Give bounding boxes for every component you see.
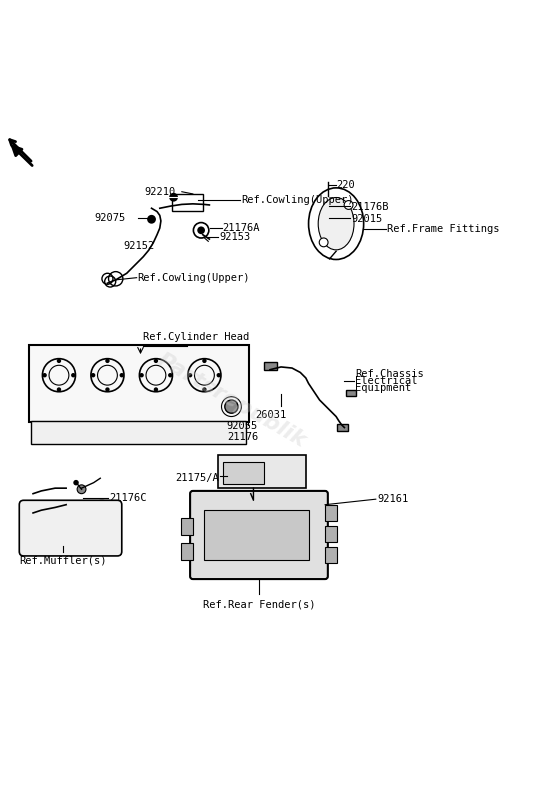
Text: Equipment: Equipment xyxy=(355,383,412,393)
FancyBboxPatch shape xyxy=(325,526,337,542)
Circle shape xyxy=(225,400,238,414)
Circle shape xyxy=(154,387,158,392)
Ellipse shape xyxy=(309,188,364,259)
Circle shape xyxy=(57,387,61,392)
Text: 21176C: 21176C xyxy=(109,493,147,503)
Circle shape xyxy=(319,238,328,246)
Circle shape xyxy=(168,373,172,378)
FancyBboxPatch shape xyxy=(325,506,337,521)
Circle shape xyxy=(57,358,61,363)
Circle shape xyxy=(105,358,110,363)
Circle shape xyxy=(120,373,124,378)
Text: 92153: 92153 xyxy=(219,232,251,242)
Text: 21176: 21176 xyxy=(227,432,258,442)
Circle shape xyxy=(71,373,75,378)
Circle shape xyxy=(105,387,110,392)
FancyBboxPatch shape xyxy=(223,462,264,484)
Text: 92152: 92152 xyxy=(123,241,154,250)
Circle shape xyxy=(217,373,221,378)
Text: Ref.Cylinder Head: Ref.Cylinder Head xyxy=(143,332,250,342)
Text: 92055: 92055 xyxy=(227,421,258,431)
Circle shape xyxy=(147,215,156,224)
FancyBboxPatch shape xyxy=(346,390,356,395)
Text: Ref.Cowling(Upper): Ref.Cowling(Upper) xyxy=(138,273,250,282)
FancyBboxPatch shape xyxy=(181,543,193,560)
Circle shape xyxy=(344,201,353,210)
FancyBboxPatch shape xyxy=(172,194,203,211)
Text: Electrical: Electrical xyxy=(355,376,418,386)
Text: 220: 220 xyxy=(336,180,355,190)
FancyBboxPatch shape xyxy=(325,547,337,562)
Text: 92015: 92015 xyxy=(352,214,383,224)
FancyBboxPatch shape xyxy=(337,424,348,431)
Circle shape xyxy=(188,373,192,378)
FancyBboxPatch shape xyxy=(29,345,249,422)
Circle shape xyxy=(154,358,158,363)
FancyBboxPatch shape xyxy=(218,455,306,488)
Circle shape xyxy=(197,226,205,234)
Circle shape xyxy=(202,358,207,363)
Text: Partsrepublik: Partsrepublik xyxy=(154,350,309,450)
FancyBboxPatch shape xyxy=(204,510,309,560)
Text: Ref.Frame Fittings: Ref.Frame Fittings xyxy=(387,224,499,234)
Circle shape xyxy=(73,480,79,486)
Ellipse shape xyxy=(89,506,115,539)
FancyBboxPatch shape xyxy=(190,491,328,579)
Text: 92161: 92161 xyxy=(377,494,409,504)
Text: 21176B: 21176B xyxy=(352,202,389,212)
Circle shape xyxy=(77,485,86,494)
FancyBboxPatch shape xyxy=(31,421,246,444)
Text: Ref.Muffler(s): Ref.Muffler(s) xyxy=(20,555,107,566)
Text: 92075: 92075 xyxy=(94,213,126,223)
Text: 92210: 92210 xyxy=(144,186,175,197)
Circle shape xyxy=(202,387,207,392)
Ellipse shape xyxy=(318,198,354,250)
FancyBboxPatch shape xyxy=(181,518,193,535)
Text: 26031: 26031 xyxy=(256,410,287,420)
Circle shape xyxy=(325,193,331,199)
Text: Ref.Chassis: Ref.Chassis xyxy=(355,369,424,378)
Text: 21176A: 21176A xyxy=(223,223,260,233)
Circle shape xyxy=(91,373,95,378)
FancyBboxPatch shape xyxy=(19,500,122,556)
Text: Ref.Rear Fender(s): Ref.Rear Fender(s) xyxy=(203,599,315,610)
Circle shape xyxy=(139,373,144,378)
Text: Ref.Cowling(Upper): Ref.Cowling(Upper) xyxy=(241,195,354,205)
Text: 21175/A: 21175/A xyxy=(176,474,219,483)
Circle shape xyxy=(169,193,178,202)
Ellipse shape xyxy=(84,501,120,545)
Circle shape xyxy=(42,373,47,378)
FancyBboxPatch shape xyxy=(264,362,277,370)
